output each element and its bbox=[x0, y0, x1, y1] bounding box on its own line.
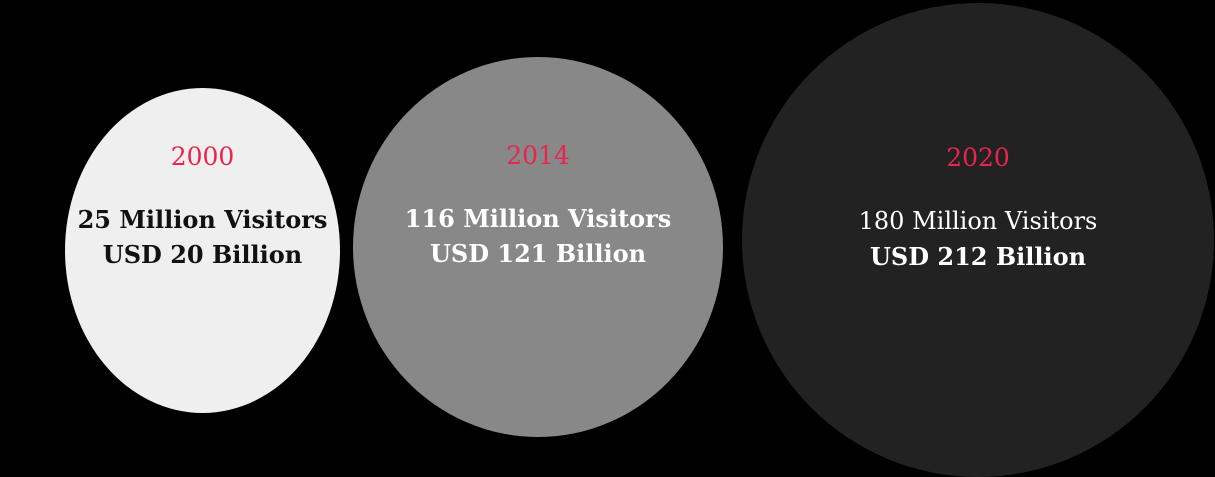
bubble-2000: 2000 25 Million Visitors USD 20 Billion bbox=[65, 88, 340, 413]
visitors-label: 116 Million Visitors bbox=[404, 204, 672, 233]
visitors-label: 25 Million Visitors bbox=[77, 205, 328, 234]
year-label: 2020 bbox=[946, 143, 1010, 172]
revenue-label: USD 212 Billion bbox=[869, 242, 1087, 271]
revenue-label: USD 121 Billion bbox=[429, 239, 647, 268]
year-label: 2014 bbox=[506, 141, 570, 170]
bubble-2020: 2020 180 Million Visitors USD 212 Billio… bbox=[742, 3, 1214, 477]
year-label: 2000 bbox=[170, 142, 235, 171]
visitors-label: 180 Million Visitors bbox=[858, 207, 1098, 235]
revenue-label: USD 20 Billion bbox=[102, 240, 303, 269]
bubble-2014: 2014 116 Million Visitors USD 121 Billio… bbox=[353, 57, 723, 437]
